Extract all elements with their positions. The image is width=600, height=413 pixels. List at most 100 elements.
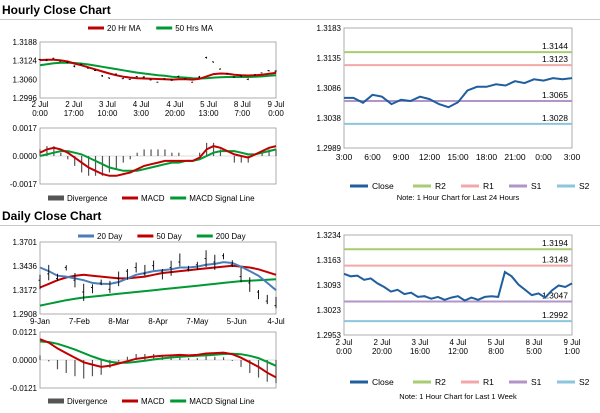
hourly-price-xtick-date: 4 Jul [133, 100, 150, 109]
daily-pivot-level-label: 1.3047 [542, 291, 568, 301]
hourly-pivot-ytick: 1.3183 [317, 24, 342, 33]
daily-pivot-legend-label: S2 [579, 377, 590, 387]
daily-pivot-level-label: 1.3194 [542, 238, 568, 248]
hourly-price-xtick-time: 3:00 [133, 109, 149, 118]
daily-macd-macd-line [39, 338, 277, 379]
daily-pivot-level-label: 1.2992 [542, 310, 568, 320]
daily-pivot-xtick-date: 2 Jul [374, 338, 391, 347]
daily-price-ytick: 1.2908 [13, 310, 38, 319]
daily-macd-ytick: 0.0000 [13, 356, 38, 365]
hourly-pivot-ytick: 1.2989 [317, 144, 342, 153]
daily-macd-legend-label: Divergence [67, 397, 108, 406]
hourly-pivot-level-label: 1.3144 [542, 41, 568, 51]
hourly-price-xtick-date: 2 Jul [65, 100, 82, 109]
hourly-pivot-ytick: 1.3135 [317, 54, 342, 63]
daily-pivot-ytick: 1.3163 [317, 256, 342, 265]
daily-price-ytick: 1.3172 [13, 286, 38, 295]
hourly-pivot-legend-label: S1 [531, 181, 542, 191]
hourly-pivot-ytick: 1.3038 [317, 114, 342, 123]
hourly-price-xtick-date: 2 Jul [32, 100, 49, 109]
hourly-pivot-frame [343, 27, 573, 149]
hourly-price-xtick-time: 20:00 [165, 109, 186, 118]
daily-macd-ytick: -0.0121 [10, 384, 38, 393]
hourly-macd-legend-label: Divergence [67, 194, 108, 203]
hourly-pivot-xtick: 15:00 [447, 152, 469, 162]
daily-price-xtick: 9-Jan [30, 317, 50, 326]
hourly-price-legend-label: 50 Hrs MA [175, 24, 213, 33]
daily-pivot-xtick-time: 20:00 [372, 347, 393, 356]
daily-section-title: Daily Close Chart [0, 206, 600, 226]
hourly-pivot-close-line [344, 77, 573, 109]
hourly-macd-ytick: -0.0017 [10, 180, 38, 189]
hourly-price-ytick: 1.3060 [13, 75, 38, 84]
hourly-macd-ytick: 0.0017 [13, 124, 38, 133]
daily-price-ma50-line [39, 264, 277, 289]
daily-price-xtick: 8-Apr [148, 317, 168, 326]
hourly-price-xtick-date: 9 Jul [268, 100, 285, 109]
hourly-price-ma50-line [39, 61, 277, 80]
hourly-pivot-xtick: 9:00 [393, 152, 410, 162]
daily-pivot-xtick-date: 4 Jul [450, 338, 467, 347]
daily-pivot-ytick: 1.2953 [317, 331, 342, 340]
hourly-section-title: Hourly Close Chart [0, 0, 600, 20]
daily-pivot-xtick-date: 3 Jul [412, 338, 429, 347]
daily-pivot-legend-label: R1 [483, 377, 494, 387]
hourly-price-ytick: 1.3188 [13, 38, 38, 47]
hourly-pivot-xtick: 21:00 [504, 152, 526, 162]
hourly-pivot-xtick: 6:00 [364, 152, 381, 162]
daily-pivot-legend-label: R2 [435, 377, 446, 387]
hourly-price-xtick-date: 8 Jul [234, 100, 251, 109]
hourly-price-legend-label: 20 Hr MA [107, 24, 141, 33]
daily-macd-legend-label: MACD Signal Line [189, 397, 255, 406]
daily-price-xtick: 4-Jul [267, 317, 285, 326]
daily-price-xtick: 7-Feb [69, 317, 90, 326]
hourly-pivot-xtick: 12:00 [419, 152, 441, 162]
daily-price-bars [38, 250, 277, 309]
daily-pivot-xtick-date: 9 Jul [564, 338, 581, 347]
daily-price-ma20-line [39, 261, 277, 291]
daily-pivot-xtick-date: 5 Jul [488, 338, 505, 347]
daily-price-legend-label: 200 Day [216, 232, 246, 241]
hourly-pivot-xtick: 18:00 [476, 152, 498, 162]
daily-price-xtick: 7-May [186, 317, 208, 326]
daily-pivot-xtick-time: 12:00 [448, 347, 469, 356]
daily-price-xtick: 5-Jun [227, 317, 247, 326]
hourly-pivot-legend-label: S2 [579, 181, 590, 191]
daily-pivot-xtick-time: 0:00 [336, 347, 352, 356]
hourly-pivot-note: Note: 1 Hour Chart for Last 24 Hours [397, 193, 520, 202]
hourly-price-frame [39, 41, 277, 99]
hourly-macd-legend-label: MACD [141, 194, 165, 203]
hourly-macd-legend-label: MACD Signal Line [189, 194, 255, 203]
hourly-macd-macd-line [39, 145, 277, 177]
daily-pivot-legend-label: Close [372, 377, 394, 387]
hourly-macd-ytick: 0.0000 [13, 152, 38, 161]
daily-pivot-xtick-time: 8:00 [488, 347, 504, 356]
daily-price-legend-label: 50 Day [156, 232, 181, 241]
hourly-price-xtick-time: 0:00 [268, 109, 284, 118]
hourly-price-xtick-time: 17:00 [64, 109, 85, 118]
daily-price-xtick: 8-Mar [108, 317, 129, 326]
daily-macd-ytick: 0.0121 [13, 328, 38, 337]
daily-pivot-ytick: 1.3234 [317, 231, 342, 240]
hourly-price-xtick-time: 10:00 [97, 109, 118, 118]
daily-pivot-level-label: 1.3148 [542, 255, 568, 265]
daily-price-ma200-line [39, 278, 277, 307]
daily-price-legend-label: 20 Day [97, 232, 122, 241]
hourly-pivot-xtick: 3:00 [564, 152, 581, 162]
daily-pivot-frame [343, 234, 573, 336]
hourly-price-xtick-time: 13:00 [199, 109, 220, 118]
daily-pivot-ytick: 1.3093 [317, 281, 342, 290]
hourly-macd-legend-swatch [48, 195, 64, 201]
hourly-price-bars [38, 56, 277, 83]
hourly-price-ytick: 1.3124 [13, 57, 38, 66]
daily-pivot-xtick-time: 1:00 [564, 347, 580, 356]
daily-pivot-legend-label: S1 [531, 377, 542, 387]
daily-pivot-xtick-date: 2 Jul [336, 338, 353, 347]
hourly-pivot-xtick: 3:00 [336, 152, 353, 162]
hourly-pivot-level-label: 1.3123 [542, 54, 568, 64]
daily-macd-legend-label: MACD [141, 397, 165, 406]
hourly-price-xtick-date: 4 Jul [166, 100, 183, 109]
daily-pivot-xtick-time: 16:00 [410, 347, 431, 356]
hourly-pivot-legend-label: R2 [435, 181, 446, 191]
